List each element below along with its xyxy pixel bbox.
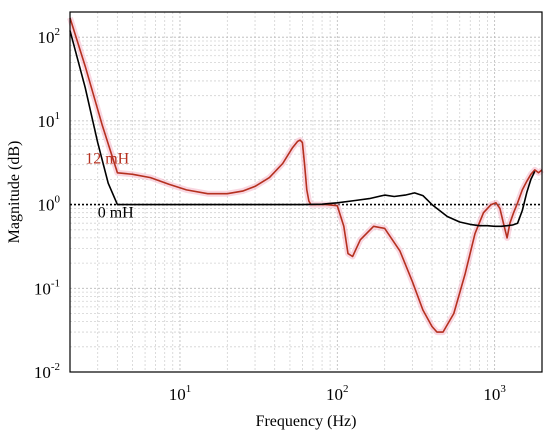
series-group [67, 16, 544, 336]
plot-frame [69, 11, 543, 373]
y-tick-label: 10-2 [34, 361, 60, 382]
y-tick-label: 102 [38, 26, 61, 47]
y-tick-label: 100 [38, 194, 61, 215]
series-line [69, 17, 543, 333]
tick-labels: 101 102 103 102 101 100 10-1 10-2 [34, 26, 507, 404]
x-tick-label: 103 [483, 383, 506, 404]
y-tick-label: 10-1 [34, 277, 60, 298]
y-axis-title: Magnitude (dB) [6, 141, 23, 244]
x-tick-label: 102 [326, 383, 349, 404]
series-annotation: 12 mH [85, 150, 129, 167]
annotations: 12 mH 0 mH [85, 150, 134, 221]
series-line [69, 30, 536, 228]
y-tick-label: 101 [38, 110, 61, 131]
series-annotation: 0 mH [98, 205, 134, 222]
x-tick-label: 101 [169, 383, 192, 404]
x-axis-title: Frequency (Hz) [256, 413, 357, 430]
